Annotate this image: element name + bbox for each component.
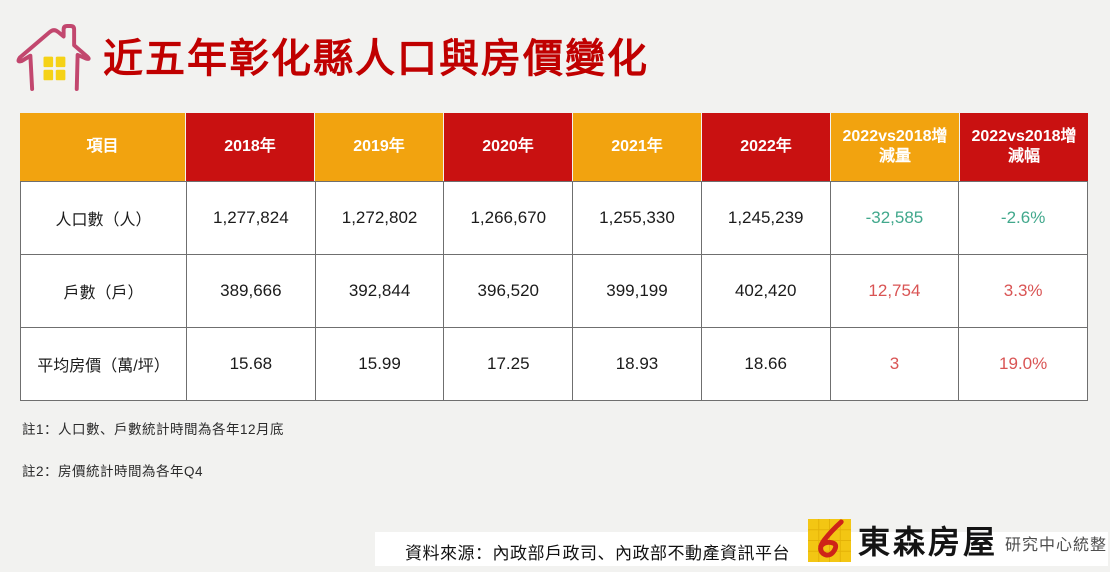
cell-avg-price-change-amount: 3	[830, 328, 959, 400]
row-population-label: 人口數（人）	[21, 182, 186, 254]
cell-avg-price-2021: 18.93	[573, 328, 701, 400]
cell-households-2021: 399,199	[573, 255, 701, 327]
cell-avg-price-2018: 15.68	[187, 328, 315, 400]
cell-population-2020: 1,266,670	[444, 182, 573, 254]
header-change-rate: 2022vs2018增減幅	[960, 113, 1088, 181]
page-title: 近五年彰化縣人口與房價變化	[103, 37, 649, 81]
header-change-amount: 2022vs2018增減量	[831, 113, 959, 181]
footnote-2: 註2：房價統計時間為各年Q4	[22, 464, 204, 479]
cell-population-change-amount: -32,585	[830, 182, 959, 254]
cell-households-change-rate: 3.3%	[959, 255, 1087, 327]
house-icon	[16, 24, 91, 91]
table-header-row: 項目 2018年 2019年 2020年 2021年 2022年 2022vs2…	[20, 113, 1088, 181]
cell-population-change-rate: -2.6%	[959, 182, 1087, 254]
brand-logo-icon	[807, 518, 851, 562]
cell-avg-price-2019: 15.99	[315, 328, 444, 400]
footer-bar	[375, 532, 1108, 566]
cell-households-2020: 396,520	[444, 255, 573, 327]
header-2022: 2022年	[702, 113, 830, 181]
cell-population-2018: 1,277,824	[187, 182, 315, 254]
cell-population-2022: 1,245,239	[701, 182, 830, 254]
data-source-text: 資料來源：內政部戶政司、內政部不動產資訊平台	[405, 544, 790, 563]
cell-households-change-amount: 12,754	[830, 255, 959, 327]
brand-name: 東森房屋	[857, 523, 998, 561]
table-body: 人口數（人） 1,277,824 1,272,802 1,266,670 1,2…	[20, 181, 1088, 401]
brand-credit: 研究中心統整	[1004, 537, 1107, 554]
header-2018: 2018年	[186, 113, 314, 181]
cell-avg-price-2022: 18.66	[701, 328, 830, 400]
row-avg-price-label: 平均房價（萬/坪）	[21, 328, 186, 400]
data-table: 項目 2018年 2019年 2020年 2021年 2022年 2022vs2…	[20, 113, 1088, 401]
header-2019: 2019年	[315, 113, 443, 181]
cell-avg-price-2020: 17.25	[444, 328, 573, 400]
cell-households-2019: 392,844	[315, 255, 444, 327]
header-2020: 2020年	[444, 113, 572, 181]
cell-households-2022: 402,420	[701, 255, 830, 327]
cell-population-2021: 1,255,330	[573, 182, 701, 254]
header-item: 項目	[20, 113, 185, 181]
cell-avg-price-change-rate: 19.0%	[959, 328, 1087, 400]
cell-population-2019: 1,272,802	[315, 182, 444, 254]
footnote-1: 註1：人口數、戶數統計時間為各年12月底	[22, 422, 285, 437]
brand-block: 東森房屋 研究中心統整	[807, 515, 1107, 565]
row-households-label: 戶數（戶）	[21, 255, 186, 327]
cell-households-2018: 389,666	[187, 255, 315, 327]
header-2021: 2021年	[573, 113, 701, 181]
